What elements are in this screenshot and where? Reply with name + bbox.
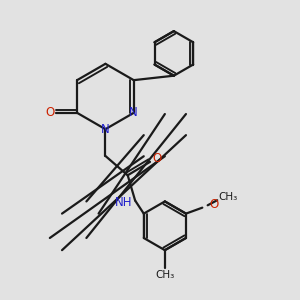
Text: N: N — [101, 123, 110, 136]
Text: NH: NH — [115, 196, 133, 208]
Text: CH₃: CH₃ — [218, 192, 237, 202]
Text: O: O — [152, 152, 161, 165]
Text: O: O — [209, 198, 218, 211]
Text: O: O — [45, 106, 54, 119]
Text: N: N — [129, 106, 138, 119]
Text: CH₃: CH₃ — [155, 269, 175, 280]
